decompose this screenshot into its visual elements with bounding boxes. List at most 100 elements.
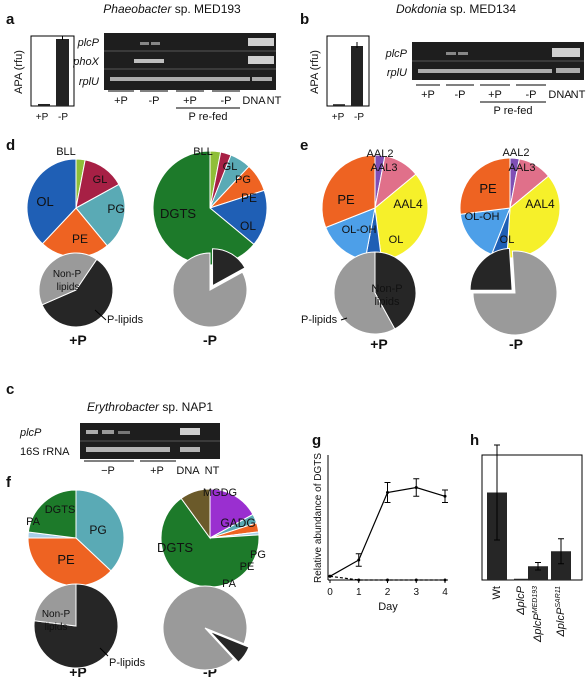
pie-label-d-plus-p-class-p-lipids: P-lipids [107,314,144,326]
pie-slice-e-minus-p-class-p-lipids [469,247,513,291]
pie-slice-d-plus-p-pg [75,183,126,247]
data-point-g-1-1 [357,578,361,582]
pie-label-e-minus-p-aal3: AAL3 [509,162,536,174]
panel-c-title: Erythrobacter sp. NAP1 [87,400,213,414]
x-tick-label-g-2: 2 [385,587,391,598]
pie-charts: BLLGLPGPEOLNon-PlipidsP-lipidsBLLGLPGPEO… [26,146,561,671]
pie-label-f-minus-p-mgdg: MGDG [203,487,237,499]
gel-row-label-b1: plcP [385,48,408,60]
panel-letter-b: b [300,11,309,28]
apa-bar-frame-a [30,35,75,107]
pie-label-e-plus-p-class-p-lipids: P-lipids [301,314,338,326]
lane-label-b6: NT [571,89,586,101]
gel-band [140,42,149,45]
panel-b-title: Dokdonia sp. MED134 [396,2,516,16]
x-tick-label-h-0: Wt [491,586,503,599]
apa-bar-minus-p-a [56,39,69,106]
pie-label-f-plus-p-pg: PG [89,523,106,537]
x-tick-label-h-1: ΔplcP [515,585,527,615]
pie-slice-e-minus-p-pe [459,157,511,215]
panel-b-organism: Dokdonia [396,2,447,16]
bar-h-2 [528,566,548,580]
pie-label-f-minus-p-pg: PG [250,549,266,561]
pie-label-e-plus-p-aal3: AAL3 [371,162,398,174]
lane-label-a2: -P [149,95,160,107]
data-point-g-1-4 [443,578,447,582]
apa-ylabel-a: APA (rfu) [13,50,25,94]
lane-label-b4: -P [526,89,537,101]
pie-slice-d-plus-p-ol [26,158,77,245]
pie-label-d-plus-p-class-lipids: lipids [57,282,80,293]
pie-slice-d-plus-p-class-non-p-lipids [38,252,98,306]
pie-label-d-plus-p-pg: PG [107,202,124,216]
pie-label-f-plus-p-pa: PA [26,516,41,528]
lane-label-a4: -P [221,95,232,107]
gel-row-label-c1: plcP [19,427,42,439]
lane-label-a3: +P [183,95,197,107]
pie-label-f-minus-p-dgts: DGTS [157,540,193,555]
pie-label-d-minus-p-ol: OL [240,219,256,233]
gel-bands-a [110,38,274,81]
panel-letter-h: h [470,432,479,449]
pie-label-e-minus-p-pe: PE [479,181,497,196]
gel-bands-b [418,48,580,73]
gel-band [110,77,250,81]
condition-label-d-minus: -P [203,332,217,348]
pie-slice-f-minus-p-gadg [209,488,254,539]
panel-c-strain: sp. NAP1 [162,400,213,414]
gel-band [458,52,468,55]
pie-label-e-plus-p-pe: PE [337,192,355,207]
x-tick-label-h-3-sup: SAR11 [555,586,562,608]
pie-label-d-minus-p-pe: PE [241,191,257,205]
pie-label-e-plus-p-class-non-p: Non-P [371,283,402,295]
pie-label-f-minus-p-gadg: GADG [220,516,255,530]
apa-bar-plus-p-a [38,103,50,106]
pie-label-d-plus-p-class-non-p: Non-P [53,269,82,280]
pie-slice-f-minus-p-mgdg [180,488,211,540]
gel-band [151,42,160,45]
x-tick-label-g-1: 1 [356,587,362,598]
pie-label-e-plus-p-ol: OL [389,234,404,246]
gel-row-label-a3: rplU [79,76,99,88]
gel-band [102,430,114,434]
gel-row-label-a1: plcP [77,37,100,49]
condition-label-e-minus: -P [509,336,523,352]
lane-label-b2: -P [455,89,466,101]
x-tick-label-h-2-sup: MED193 [532,586,539,613]
gel-band [446,52,456,55]
x-tick-label-h-1-base: ΔplcP [515,585,527,615]
panel-a-apa-bars: APA (rfu) +P -P [13,35,75,123]
gel-row-label-a2: phoX [72,56,99,68]
y-axis-label-g: Relative abundance of DGTS [313,453,324,583]
pie-label-e-plus-p-aal2: AAL2 [367,148,394,160]
pie-slice-f-minus-p-class-non-p-lipids [162,585,248,671]
panel-letter-f: f [6,474,12,491]
pie-slice-f-plus-p-pg [75,489,125,572]
gel-band [180,428,200,435]
lane-label-b5: DNA [548,89,572,101]
pie-slice-e-plus-p-pe [321,154,376,229]
pie-label-d-plus-p-bll: BLL [56,146,76,158]
pie-label-d-minus-p-bll: BLL [193,146,213,158]
panel-c-gel: plcP 16S rRNA −P +P DNA NT [19,423,220,477]
gel-band [418,69,552,73]
pie-slice-e-minus-p-class-non-p-lipids [472,250,558,336]
pie-label-f-plus-p-dgts: DGTS [45,504,76,516]
apa-xtick-plus-a: +P [36,112,49,123]
pie-leader-d-plus-p [94,309,107,321]
apa-xtick-plus-b: +P [332,112,345,123]
line-chart-g: Relative abundance of DGTS Day 0 1 2 3 4 [313,453,448,613]
data-point-g-1-0 [328,574,332,578]
gel-band [248,38,274,46]
pie-slice-f-plus-p-class-non-p-lipids [33,583,77,627]
pie-label-e-minus-p-aal2: AAL2 [503,147,530,159]
apa-bar-plus-p-b [333,104,345,106]
pie-label-f-plus-p-class-p-lipids: P-lipids [109,657,146,669]
pie-slice-f-plus-p-pe [27,537,112,587]
data-point-g-1-3 [414,578,418,582]
pie-label-d-minus-p-dgts: DGTS [160,206,196,221]
pie-slice-e-plus-p-class-non-p-lipids [333,251,396,335]
lane-label-b3: +P [488,89,502,101]
x-tick-label-h-2: ΔplcPMED193 [532,586,544,643]
